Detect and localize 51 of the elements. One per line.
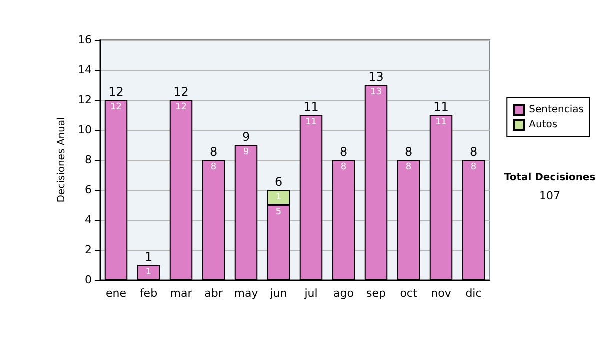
data-label: 12 (110, 102, 122, 112)
y-axis-title: Decisiones Anual (56, 117, 68, 203)
y-tick-label: 10 (78, 124, 92, 136)
x-tick-label: dic (466, 287, 482, 300)
legend-label: Autos (529, 120, 558, 130)
data-label: 8 (406, 162, 412, 172)
total-label: 12 (108, 85, 124, 99)
x-tick-label: sep (366, 287, 386, 300)
y-tick-label: 6 (85, 184, 92, 196)
y-tick-label: 8 (85, 154, 92, 166)
x-tick-label: nov (431, 287, 452, 300)
x-tick-label: jun (269, 287, 288, 300)
total-label: 6 (274, 175, 283, 189)
total-label: 11 (304, 100, 319, 114)
data-label: 1 (276, 192, 282, 202)
y-tick-label: 14 (78, 64, 92, 76)
y-tick-label: 12 (78, 94, 92, 106)
y-tick-label: 16 (78, 34, 92, 46)
total-label: 8 (470, 145, 478, 159)
total-label: 1 (144, 250, 153, 264)
y-tick-label: 0 (85, 274, 92, 286)
x-tick-label: jul (304, 287, 318, 300)
data-label: 13 (370, 88, 382, 98)
data-label: 11 (306, 118, 317, 128)
x-tick-label: mar (170, 287, 193, 300)
total-label: 11 (434, 100, 449, 114)
data-label: 8 (470, 162, 477, 172)
total-label: 12 (174, 85, 189, 99)
x-tick-label: ago (334, 287, 354, 300)
x-tick-label: abr (204, 287, 224, 300)
data-label: 11 (436, 118, 447, 128)
total-label: 8 (340, 145, 348, 159)
x-tick-label: may (234, 287, 259, 300)
total-label: 9 (242, 130, 250, 144)
data-label: 12 (176, 102, 187, 112)
data-label: 5 (276, 208, 282, 218)
legend-label: Sentencias (529, 104, 584, 116)
text: 107 (540, 190, 560, 202)
total-label: 8 (404, 145, 413, 159)
data-label: 9 (243, 148, 250, 158)
data-label: 8 (340, 162, 347, 172)
x-tick-label: feb (140, 287, 158, 300)
y-tick-label: 2 (85, 244, 92, 256)
x-tick-label: ene (106, 287, 127, 300)
x-tick-label: oct (400, 287, 418, 300)
y-tick-label: 4 (85, 214, 92, 226)
text: Total Decisiones (504, 172, 596, 184)
total-label: 13 (368, 70, 384, 84)
total-label: 8 (210, 145, 218, 159)
data-label: 8 (210, 162, 217, 172)
data-label: 1 (146, 268, 152, 278)
